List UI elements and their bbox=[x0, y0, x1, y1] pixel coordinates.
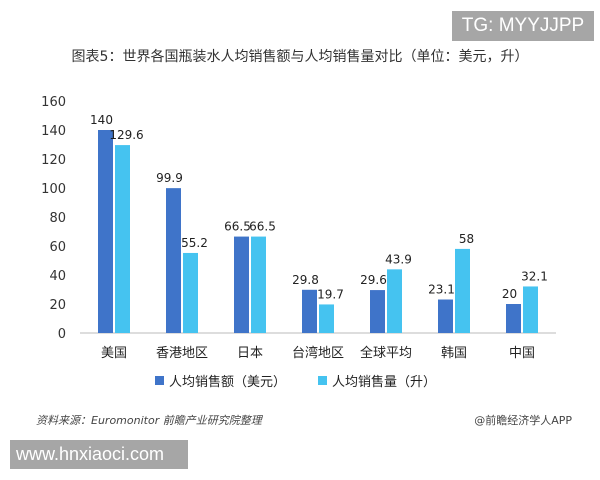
chart-title: 图表5：世界各国瓶装水人均销售额与人均销售量对比（单位：美元，升） bbox=[71, 49, 529, 65]
data-label: 19.7 bbox=[317, 287, 344, 301]
y-tick-label: 160 bbox=[41, 95, 66, 110]
y-tick-label: 80 bbox=[49, 211, 66, 226]
y-tick-label: 120 bbox=[41, 153, 66, 168]
data-label: 23.1 bbox=[428, 283, 455, 297]
bar bbox=[251, 236, 266, 333]
bar bbox=[234, 236, 249, 333]
data-label: 20 bbox=[502, 287, 517, 301]
bar bbox=[302, 289, 317, 333]
data-label: 43.9 bbox=[385, 252, 412, 266]
bar bbox=[387, 269, 402, 333]
data-label: 99.9 bbox=[156, 171, 183, 185]
bar bbox=[370, 290, 385, 333]
x-tick-label: 香港地区 bbox=[156, 346, 208, 361]
x-tick-label: 韩国 bbox=[441, 346, 467, 361]
bar bbox=[166, 188, 181, 333]
data-label: 58 bbox=[459, 232, 474, 246]
y-tick-label: 140 bbox=[41, 124, 66, 139]
y-tick-label: 0 bbox=[58, 327, 66, 342]
bar bbox=[523, 286, 538, 333]
data-label: 29.6 bbox=[360, 273, 387, 287]
bar bbox=[438, 299, 453, 333]
bar bbox=[319, 304, 334, 333]
y-tick-label: 20 bbox=[49, 298, 66, 313]
x-tick-label: 美国 bbox=[101, 346, 127, 361]
legend-label: 人均销售量（升） bbox=[332, 374, 436, 390]
y-tick-label: 60 bbox=[49, 240, 66, 255]
y-tick-label: 40 bbox=[49, 269, 66, 284]
bar bbox=[506, 304, 521, 333]
data-label: 66.5 bbox=[249, 220, 276, 234]
watermark-top: TG: MYYJJPP bbox=[452, 11, 594, 41]
data-label: 29.8 bbox=[292, 273, 319, 287]
data-label: 66.5 bbox=[224, 220, 251, 234]
data-label: 140 bbox=[90, 113, 113, 127]
data-label: 55.2 bbox=[181, 236, 208, 250]
credit: @前瞻经济学人APP bbox=[474, 414, 572, 427]
bar bbox=[455, 248, 470, 333]
data-label: 32.1 bbox=[521, 269, 548, 283]
legend-label: 人均销售额（美元） bbox=[169, 374, 286, 390]
watermark-bottom: www.hnxiaoci.com bbox=[10, 440, 188, 469]
bar bbox=[98, 130, 113, 333]
bar bbox=[115, 145, 130, 333]
x-tick-label: 全球平均 bbox=[360, 345, 412, 361]
x-tick-label: 台湾地区 bbox=[292, 345, 344, 361]
bar bbox=[183, 252, 198, 333]
data-label: 129.6 bbox=[109, 128, 143, 142]
legend-swatch bbox=[318, 376, 327, 385]
legend-swatch bbox=[155, 376, 164, 385]
x-tick-label: 日本 bbox=[237, 346, 263, 361]
x-tick-label: 中国 bbox=[509, 346, 535, 361]
source-note: 资料来源：Euromonitor 前瞻产业研究院整理 bbox=[36, 414, 262, 427]
y-tick-label: 100 bbox=[41, 182, 66, 197]
